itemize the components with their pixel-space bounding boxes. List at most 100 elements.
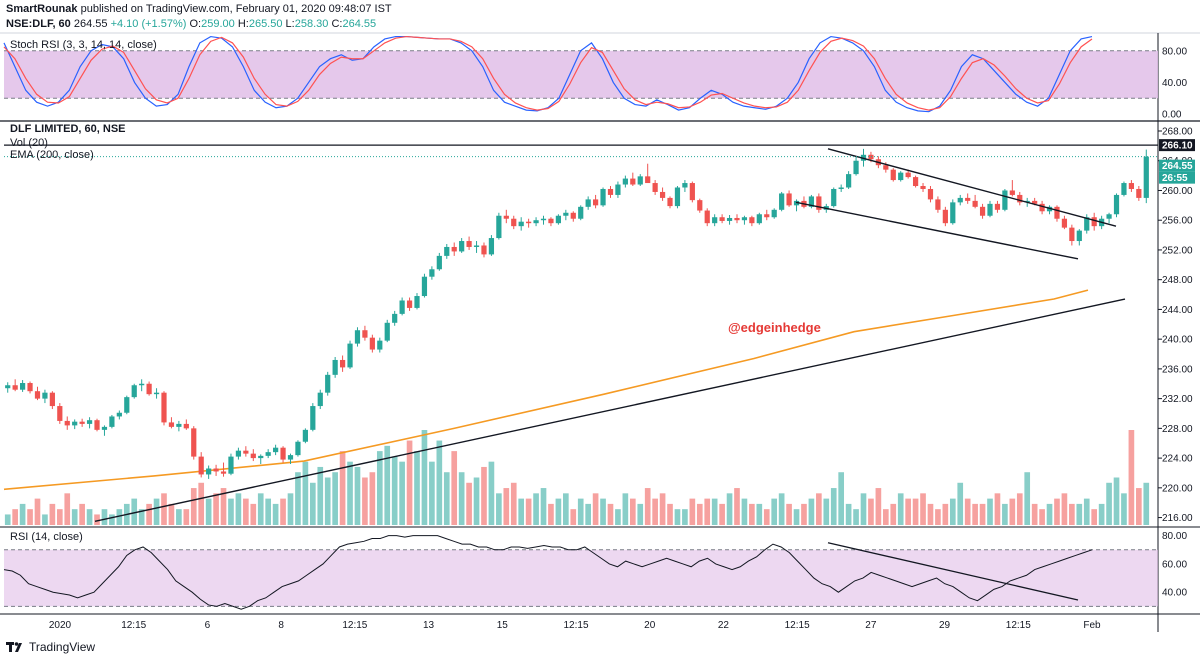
volume-bar <box>116 509 123 525</box>
volume-label[interactable]: Vol (20) <box>10 137 48 149</box>
volume-bar <box>533 493 539 525</box>
candle-body <box>280 447 286 460</box>
candle-body <box>697 200 703 211</box>
price-tick-label: 244.00 <box>1162 305 1193 316</box>
price-tag-box <box>1159 139 1195 152</box>
candle-body <box>57 406 63 421</box>
candle-body <box>853 160 859 175</box>
time-tick-label: 20 <box>644 620 656 631</box>
candle-body <box>674 187 681 207</box>
volume-bar <box>860 493 867 525</box>
volume-bar <box>146 503 152 525</box>
rsi-label[interactable]: RSI (14, close) <box>10 531 83 543</box>
candle-body <box>139 383 145 386</box>
volume-bar <box>109 514 115 525</box>
candle-body <box>979 206 986 216</box>
candle-body <box>362 330 368 338</box>
volume-bar <box>622 493 629 525</box>
volume-bar <box>682 509 688 525</box>
volume-bar <box>250 503 257 525</box>
candle-body <box>905 172 911 178</box>
candle-body <box>533 220 539 224</box>
ema-label[interactable]: EMA (200, close) <box>10 149 94 161</box>
stoch-rsi-label[interactable]: Stoch RSI (3, 3, 14, 14, close) <box>10 39 157 51</box>
close-value: 264.55 <box>342 18 377 30</box>
price-tick-label: 252.00 <box>1162 245 1193 256</box>
price-tick-label: 256.00 <box>1162 216 1193 227</box>
candle-body <box>109 416 115 427</box>
channel-lower-line <box>795 201 1079 260</box>
time-tick-label: 15 <box>497 620 509 631</box>
volume-bar <box>309 482 316 525</box>
high-label: H: <box>237 18 249 30</box>
volume-bar <box>481 466 487 525</box>
volume-bar <box>592 493 599 525</box>
candle-body <box>972 200 978 207</box>
candle-body <box>1039 203 1045 212</box>
volume-bar <box>972 503 978 525</box>
volume-bar <box>19 503 26 525</box>
rsi-line <box>3 535 1093 610</box>
price-tick-label: 220.00 <box>1162 483 1193 494</box>
volume-bar <box>183 509 190 525</box>
stoch-tick-label: 80.00 <box>1162 46 1187 57</box>
volume-bar <box>473 477 480 525</box>
volume-bar <box>1076 503 1083 525</box>
candle-body <box>488 238 495 255</box>
volume-bar <box>27 509 33 525</box>
time-tick-label: 6 <box>205 620 211 631</box>
time-tick-label: 2020 <box>49 620 72 631</box>
volume-bar <box>12 509 18 525</box>
candle-body <box>808 196 815 207</box>
volume-bar <box>935 509 941 525</box>
author-name[interactable]: SmartRounak <box>6 3 78 15</box>
volume-bar <box>347 461 353 525</box>
volume-bar <box>138 509 145 525</box>
candle-body <box>741 217 748 221</box>
volume-bar <box>79 503 85 525</box>
footer-brand[interactable]: TradingView <box>6 640 95 654</box>
volume-bar <box>205 498 212 525</box>
candle-body <box>1032 200 1038 204</box>
volume-bar <box>4 514 11 525</box>
close-label: C: <box>331 18 343 30</box>
volume-bar <box>429 461 435 525</box>
candle-body <box>131 385 137 398</box>
volume-bar <box>406 440 413 525</box>
candle-body <box>459 241 465 252</box>
volume-bar <box>1046 503 1053 525</box>
volume-bar <box>94 514 100 525</box>
volume-bar <box>213 493 219 525</box>
candle-body <box>287 455 294 460</box>
rsi-tick-label: 80.00 <box>1162 531 1187 542</box>
volume-bar <box>86 509 93 525</box>
candle-body <box>511 218 517 227</box>
price-tick-label: 228.00 <box>1162 424 1193 435</box>
time-tick-label: 12:15 <box>121 620 146 631</box>
candle-body <box>607 188 614 195</box>
price-tick-label: 224.00 <box>1162 454 1193 465</box>
candle-body <box>392 313 398 323</box>
open-label: O: <box>189 18 202 30</box>
candle-body <box>101 426 108 430</box>
volume-bar <box>161 493 167 525</box>
volume-bar <box>778 493 785 525</box>
volume-bar <box>741 498 748 525</box>
candle-body <box>883 165 889 170</box>
volume-bar <box>964 498 971 525</box>
candle-body <box>273 447 279 453</box>
candle-body <box>1113 194 1120 215</box>
candle-body <box>168 422 175 427</box>
volume-bar <box>235 493 242 525</box>
symbol-label[interactable]: NSE:DLF, 60 <box>6 18 71 30</box>
stoch-k-line <box>3 35 1093 113</box>
candle-body <box>615 184 621 195</box>
candle-body <box>831 188 837 207</box>
main-pane-label[interactable]: DLF LIMITED, 60, NSE <box>10 123 126 135</box>
candle-body <box>942 209 948 224</box>
volume-bar <box>220 488 227 525</box>
candle-body <box>548 218 554 224</box>
volume-bar <box>1113 477 1120 525</box>
volume-bar <box>600 498 606 525</box>
